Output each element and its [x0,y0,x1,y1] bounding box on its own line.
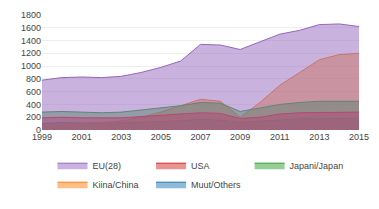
svg-text:2005: 2005 [151,132,171,142]
svg-text:1000: 1000 [21,61,41,71]
svg-text:2011: 2011 [270,132,289,142]
svg-text:2009: 2009 [230,132,250,142]
svg-text:2003: 2003 [111,132,131,142]
svg-text:1800: 1800 [21,10,41,20]
svg-text:1999: 1999 [32,132,52,142]
svg-text:200: 200 [26,112,41,122]
svg-text:Muut/Others: Muut/Others [191,180,241,190]
svg-text:600: 600 [26,87,41,97]
svg-text:0: 0 [36,125,41,135]
svg-text:USA: USA [191,161,210,171]
svg-text:Japani/Japan: Japani/Japan [290,161,344,171]
svg-text:2013: 2013 [309,132,329,142]
svg-text:1600: 1600 [21,23,41,33]
svg-text:400: 400 [26,100,41,110]
svg-text:EU(28): EU(28) [93,161,122,171]
svg-text:2015: 2015 [349,132,369,142]
svg-text:800: 800 [26,74,41,84]
svg-text:Kiina/China: Kiina/China [93,180,139,190]
svg-text:2001: 2001 [72,132,92,142]
svg-text:1400: 1400 [21,36,41,46]
svg-text:1200: 1200 [21,48,41,58]
svg-text:2007: 2007 [190,132,210,142]
